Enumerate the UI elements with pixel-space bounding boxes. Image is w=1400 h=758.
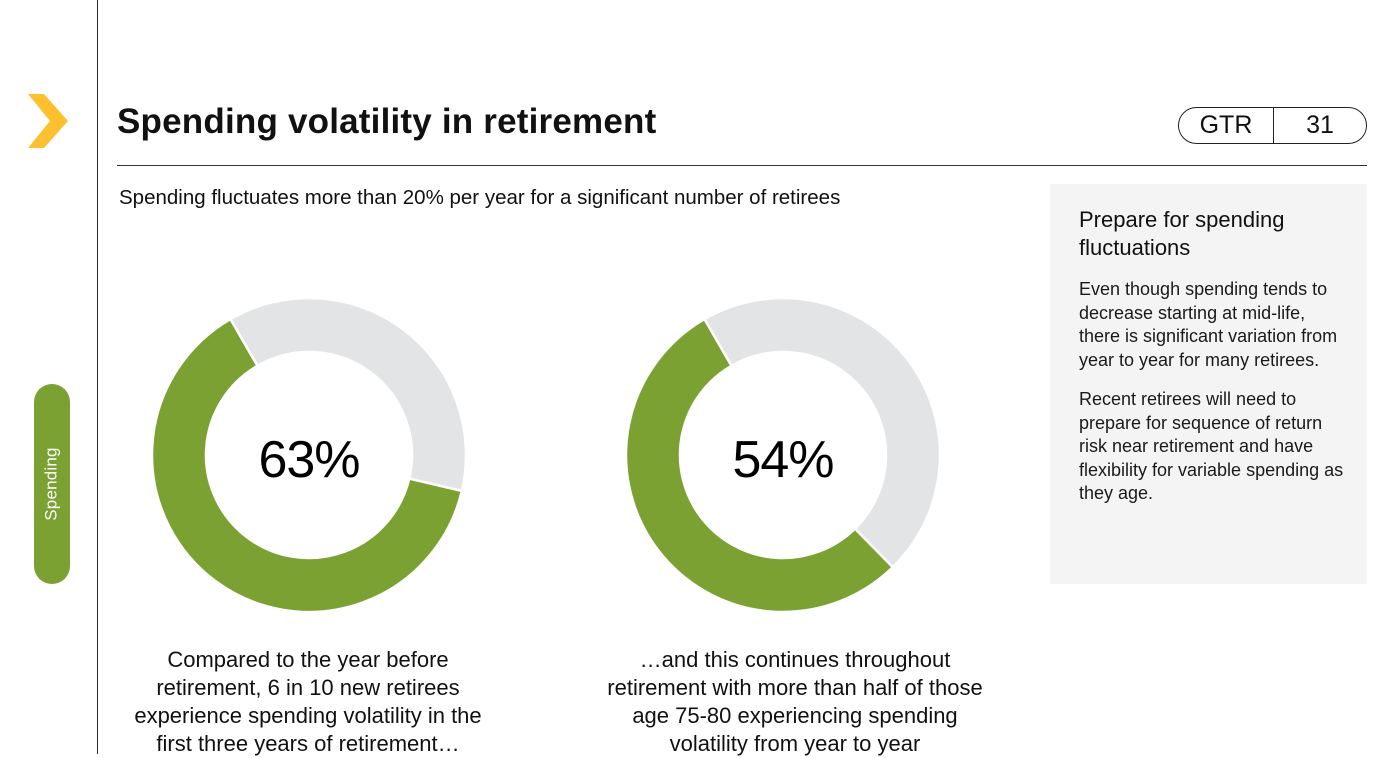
chart-subtitle: Spending fluctuates more than 20% per ye… [119, 186, 841, 209]
page-badge: GTR 31 [1178, 107, 1367, 144]
donut-right-segment-remainder [702, 296, 942, 569]
panel-paragraph-2: Recent retirees will need to prepare for… [1079, 389, 1344, 503]
donut-left-segments [150, 296, 468, 614]
section-tab-label: Spending [42, 447, 62, 521]
donut-left-caption: Compared to the year before retirement, … [134, 647, 482, 756]
chevron-shape [28, 94, 68, 148]
donut-chart-right [624, 296, 942, 614]
donut-chart-left [150, 296, 468, 614]
donut-left-segment-remainder [228, 296, 468, 493]
donut-right-center-label: 54% [732, 431, 834, 489]
page-title: Spending volatility in retirement [117, 102, 657, 141]
panel-paragraph-1: Even though spending tends to decrease s… [1079, 279, 1338, 370]
badge-page-number: 31 [1306, 111, 1334, 139]
donut-right-caption: …and this continues throughout retiremen… [607, 647, 983, 756]
section-tab-spending[interactable]: Spending [34, 384, 70, 584]
insight-panel: Prepare for spending fluctuations Even t… [1050, 184, 1367, 584]
donut-right-segments [624, 296, 942, 614]
donut-left-segment-share [150, 317, 464, 614]
badge-code: GTR [1179, 108, 1274, 143]
left-vertical-rule [97, 0, 98, 754]
panel-heading: Prepare for spending fluctuations [1079, 207, 1285, 260]
chevron-right-icon [28, 94, 68, 148]
donut-right-segment-share [624, 317, 895, 614]
title-divider [117, 165, 1367, 166]
donut-left-center-label: 63% [258, 431, 360, 489]
